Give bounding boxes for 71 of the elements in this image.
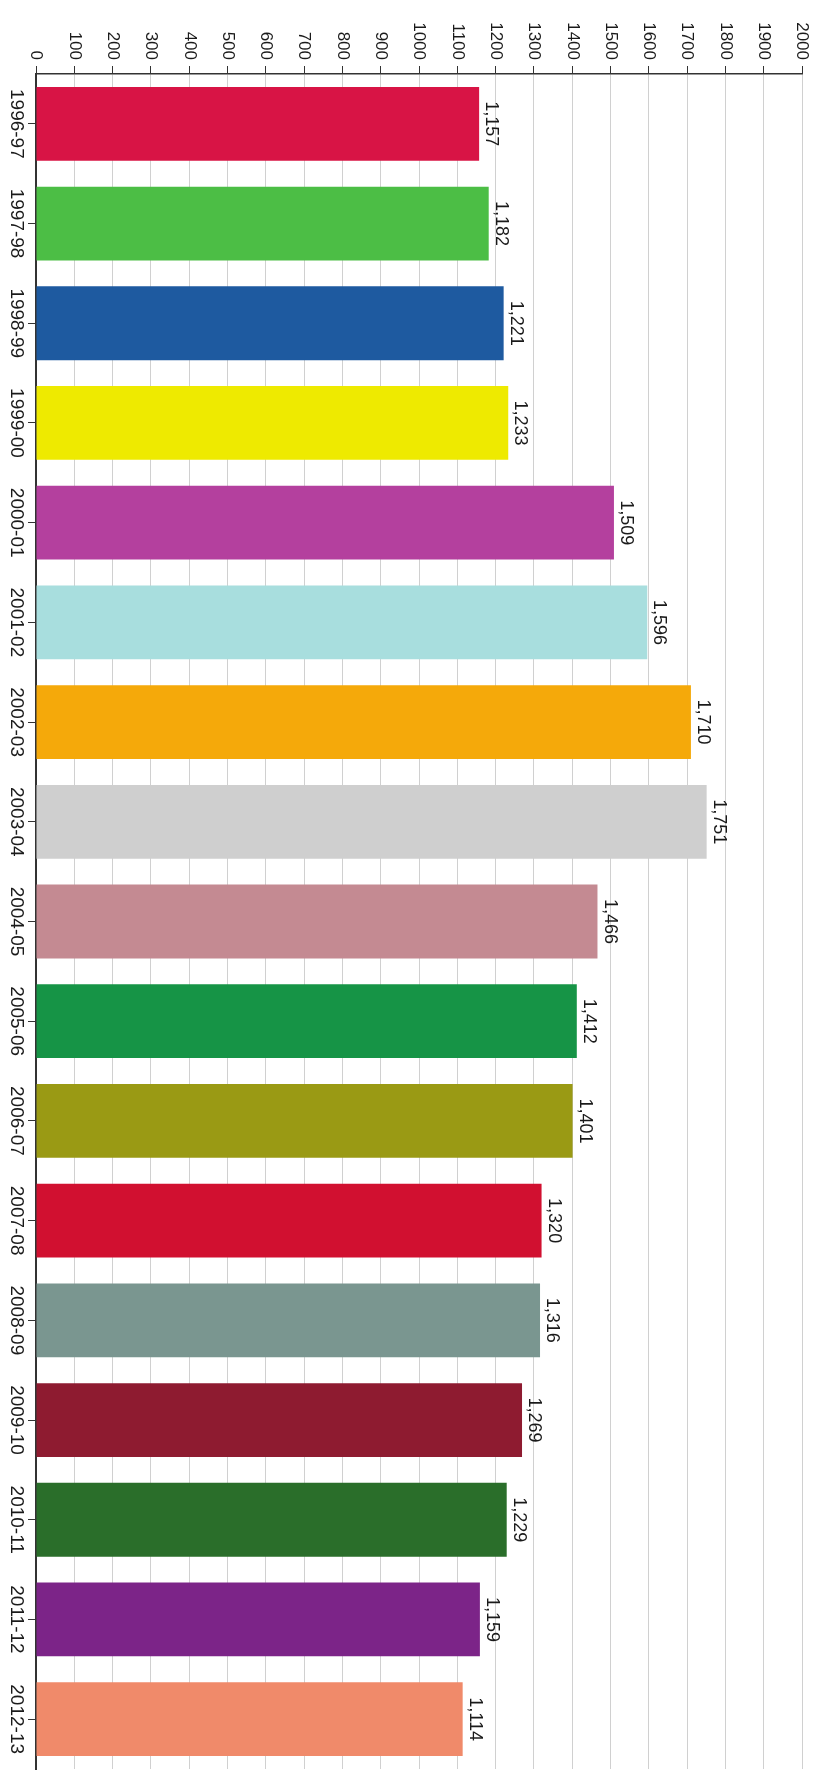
y-tick-label: 2006-07 xyxy=(6,1086,28,1156)
y-tick-label: 1998-99 xyxy=(6,288,28,359)
data-label: 1,221 xyxy=(506,300,527,346)
bar xyxy=(36,1084,573,1158)
data-label: 1,320 xyxy=(544,1198,565,1244)
data-label: 1,596 xyxy=(650,599,671,645)
bar xyxy=(36,884,598,959)
x-tick-label: 1400 xyxy=(563,22,583,60)
x-tick-label: 1200 xyxy=(486,22,506,60)
data-label: 1,751 xyxy=(709,799,730,845)
x-tick-label: 700 xyxy=(295,31,315,60)
data-label: 1,710 xyxy=(693,699,714,745)
x-tick-label: 1300 xyxy=(525,22,545,60)
x-tick-label: 1600 xyxy=(640,22,660,60)
x-tick-label: 400 xyxy=(180,31,200,60)
data-label: 1,157 xyxy=(482,101,503,147)
bar xyxy=(36,1283,541,1358)
y-tick-label: 2005-06 xyxy=(6,986,28,1057)
bar xyxy=(36,286,504,361)
bar xyxy=(36,1482,507,1557)
x-tick-label: 1500 xyxy=(601,22,621,60)
data-label: 1,412 xyxy=(579,998,600,1044)
x-tick-label: 500 xyxy=(218,31,238,60)
bar xyxy=(36,1582,480,1657)
x-tick-label: 200 xyxy=(103,31,123,60)
x-tick-label: 100 xyxy=(65,31,85,60)
x-tick-label: 900 xyxy=(372,31,392,60)
x-tick-label: 1000 xyxy=(410,22,430,60)
y-tick-label: 2010-11 xyxy=(6,1485,28,1554)
x-tick-label: 2000 xyxy=(793,22,813,60)
x-tick-label: 600 xyxy=(257,31,277,60)
y-tick-label: 2001-02 xyxy=(6,587,28,658)
bar xyxy=(36,685,691,759)
y-tick-label: 1997-98 xyxy=(6,188,28,259)
x-tick-label: 1900 xyxy=(755,22,775,60)
x-tick-label: 0 xyxy=(27,50,47,60)
data-label: 1,401 xyxy=(575,1098,596,1144)
data-label: 1,159 xyxy=(482,1596,503,1642)
y-tick-label: 2000-01 xyxy=(6,487,28,558)
y-tick-label: 2009-10 xyxy=(6,1385,28,1455)
x-tick-label: 300 xyxy=(142,31,162,60)
y-tick-label: 2012-13 xyxy=(6,1684,28,1755)
bar xyxy=(36,386,509,460)
bar xyxy=(36,585,648,660)
bar xyxy=(36,1183,542,1258)
y-tick-label: 2007-08 xyxy=(6,1185,28,1256)
x-tick-label: 800 xyxy=(333,31,353,60)
y-tick-label: 1999-00 xyxy=(6,388,28,458)
y-tick-label: 2003-04 xyxy=(6,786,28,858)
y-tick-label: 2011-12 xyxy=(6,1585,28,1654)
bar xyxy=(36,86,480,161)
bar xyxy=(36,1682,463,1757)
data-label: 1,229 xyxy=(509,1497,530,1543)
data-label: 1,114 xyxy=(465,1697,486,1742)
data-label: 1,233 xyxy=(511,400,532,446)
x-tick-label: 1100 xyxy=(448,23,468,60)
bar xyxy=(36,485,614,560)
bar xyxy=(36,1383,523,1457)
data-label: 1,269 xyxy=(525,1397,546,1443)
bar xyxy=(36,186,489,261)
y-tick-label: 2008-09 xyxy=(6,1285,28,1356)
x-tick-label: 1800 xyxy=(716,22,736,60)
y-tick-label: 1996-97 xyxy=(6,88,28,159)
data-label: 1,316 xyxy=(543,1297,564,1343)
data-label: 1,466 xyxy=(600,898,621,945)
bar xyxy=(36,984,577,1059)
y-tick-label: 2004-05 xyxy=(6,886,28,957)
data-label: 1,509 xyxy=(616,500,637,546)
y-tick-label: 2002-03 xyxy=(6,687,28,757)
x-tick-label: 1700 xyxy=(678,22,698,60)
data-label: 1,182 xyxy=(491,201,512,247)
